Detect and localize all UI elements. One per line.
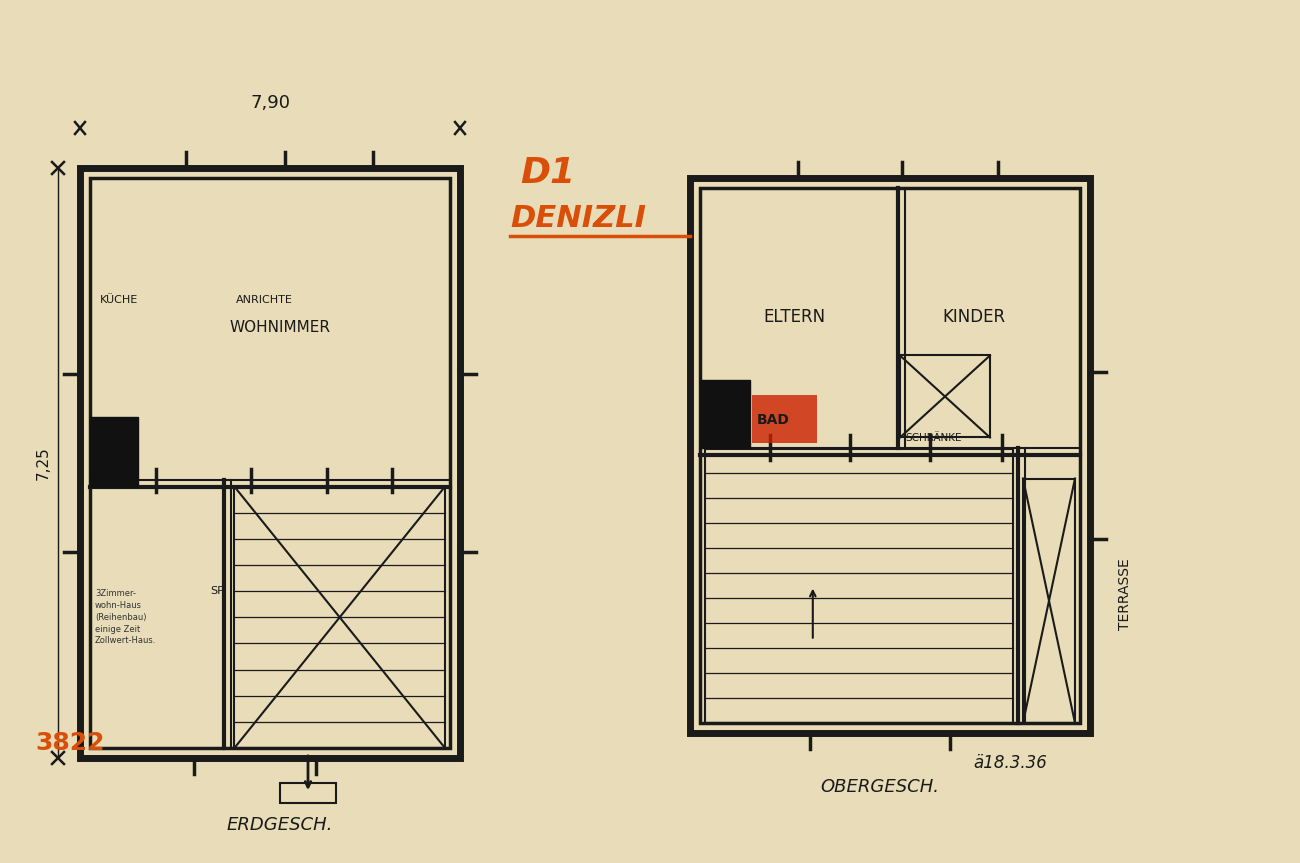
Text: ERDGESCH.: ERDGESCH.: [226, 816, 333, 834]
Text: ANRICHTE: ANRICHTE: [237, 295, 294, 306]
Bar: [751, 395, 816, 444]
Text: KÜCHE: KÜCHE: [100, 295, 138, 306]
Bar: [699, 188, 1080, 723]
Text: DENIZLI: DENIZLI: [510, 204, 646, 232]
Text: SCHRÄNKE: SCHRÄNKE: [905, 432, 962, 443]
Text: 7,25: 7,25: [35, 446, 51, 480]
Text: BAD: BAD: [757, 413, 790, 426]
Text: SP.: SP.: [211, 586, 226, 596]
Text: OBERGESCH.: OBERGESCH.: [820, 778, 940, 796]
Text: 3822: 3822: [35, 731, 104, 755]
Text: 7,90: 7,90: [250, 94, 290, 112]
Text: KINDER: KINDER: [942, 308, 1006, 325]
Bar: [705, 449, 1013, 723]
Text: TERRASSE: TERRASSE: [1118, 558, 1132, 630]
Text: ELTERN: ELTERN: [763, 308, 826, 325]
Polygon shape: [699, 381, 750, 449]
Bar: [690, 178, 1089, 733]
Bar: [90, 178, 450, 748]
Text: ä18.3.36: ä18.3.36: [974, 754, 1046, 772]
Bar: [900, 356, 991, 438]
Polygon shape: [90, 417, 138, 487]
Text: WOHNIMMER: WOHNIMMER: [230, 320, 330, 335]
Text: D1: D1: [520, 156, 575, 190]
Bar: [1023, 478, 1075, 723]
Bar: [81, 168, 460, 758]
Text: 3Zimmer-
wohn-Haus
(Reihenbau)
einige Zeit
Zollwert-Haus.: 3Zimmer- wohn-Haus (Reihenbau) einige Ze…: [95, 589, 156, 646]
Bar: [234, 487, 445, 748]
Bar: [280, 783, 335, 803]
